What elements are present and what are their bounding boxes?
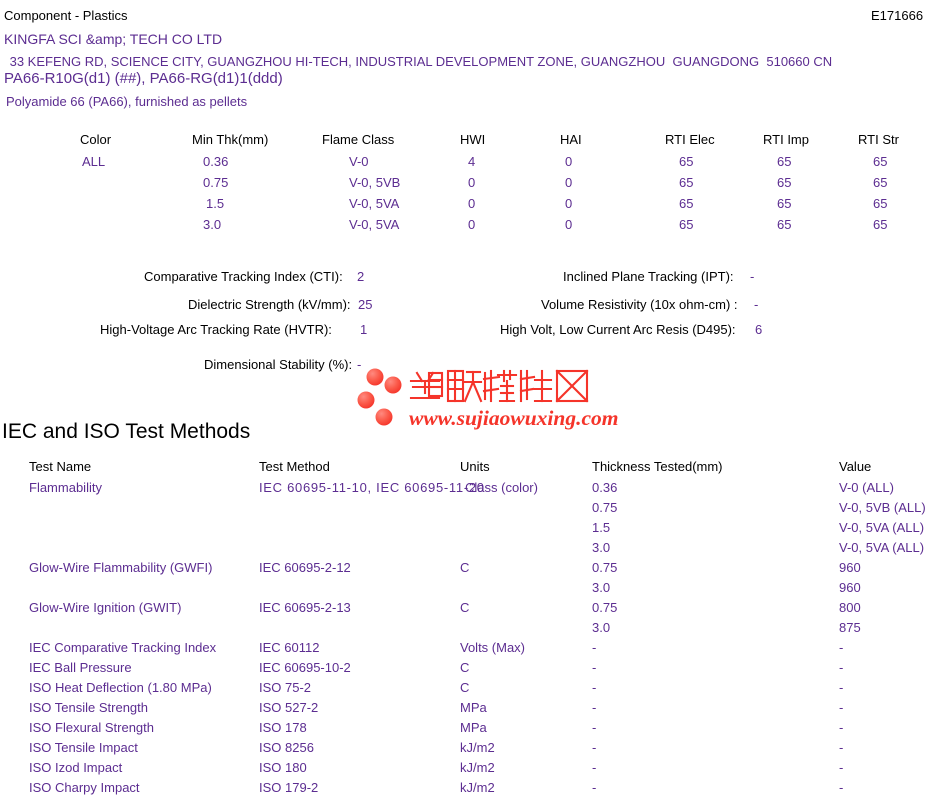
- svg-text:www.sujiaowuxing.com: www.sujiaowuxing.com: [409, 406, 619, 430]
